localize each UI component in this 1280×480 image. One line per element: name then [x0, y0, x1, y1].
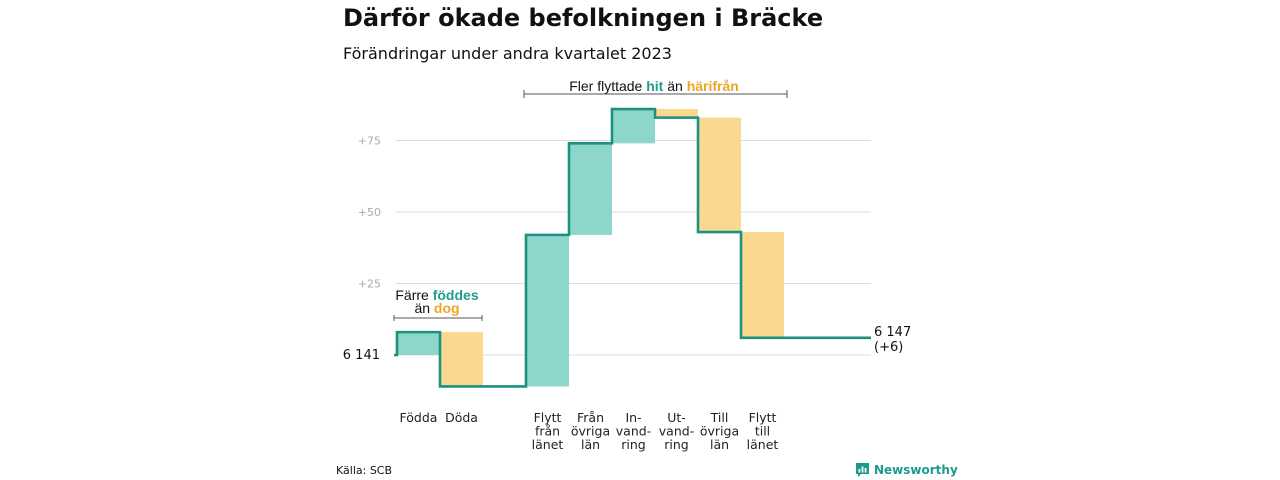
- category-label: län: [710, 437, 729, 452]
- births-annotation-line2: än dog: [414, 300, 459, 316]
- category-label: ring: [664, 437, 688, 452]
- brand-name: Newsworthy: [874, 463, 958, 477]
- category-label: från: [535, 424, 560, 439]
- migration-annotation: Fler flyttade hit än härifrån: [569, 78, 739, 94]
- newsworthy-logo-icon: [856, 463, 869, 477]
- waterfall-bar: [569, 143, 612, 235]
- category-label: vand-: [616, 424, 651, 439]
- category-label: Ut-: [667, 410, 686, 425]
- category-label: Födda: [400, 410, 438, 425]
- category-label: Från: [577, 410, 604, 425]
- start-value-label: 6 141: [343, 348, 380, 363]
- running-total-line: [394, 107, 871, 388]
- grid-layer: +25 +50 +75: [358, 135, 871, 356]
- y-tick-label: +50: [358, 206, 381, 219]
- category-label: ring: [621, 437, 645, 452]
- category-label: In-: [625, 410, 641, 425]
- line-layer: [394, 107, 871, 388]
- chart-title: Därför ökade befolkningen i Bräcke: [343, 4, 824, 32]
- y-tick-label: +75: [358, 135, 381, 148]
- chart-subtitle: Förändringar under andra kvartalet 2023: [343, 44, 672, 63]
- category-label: Flytt: [749, 410, 777, 425]
- category-label: vand-: [659, 424, 694, 439]
- births-bracket: [393, 315, 483, 321]
- category-label: länet: [532, 437, 564, 452]
- migration-bracket: [523, 90, 788, 98]
- waterfall-bar: [440, 332, 483, 387]
- category-label: Till: [710, 410, 729, 425]
- category-label: Flytt: [534, 410, 562, 425]
- waterfall-bar: [526, 234, 569, 387]
- category-label: län: [581, 437, 600, 452]
- category-label: övriga: [571, 424, 610, 439]
- labels-layer: Födda Döda FlyttfrånlänetFrånövrigalänIn-v…: [343, 325, 911, 452]
- waterfall-bar: [612, 109, 655, 144]
- end-value-label: 6 147: [874, 325, 911, 340]
- category-label: Döda: [445, 410, 478, 425]
- category-label: till: [755, 424, 770, 439]
- waterfall-bar: [655, 109, 698, 118]
- y-tick-label: +25: [358, 278, 381, 291]
- category-label: länet: [747, 437, 779, 452]
- brand-logo: Newsworthy: [855, 462, 958, 478]
- waterfall-bar: [698, 117, 741, 233]
- source-note: Källa: SCB: [336, 464, 393, 477]
- end-change-label: (+6): [874, 340, 903, 355]
- waterfall-bar: [741, 232, 784, 338]
- waterfall-bar: [397, 332, 440, 355]
- bars-layer: [397, 109, 784, 387]
- births-annotation-line1: Färre föddes: [395, 287, 478, 303]
- category-label: övriga: [700, 424, 739, 439]
